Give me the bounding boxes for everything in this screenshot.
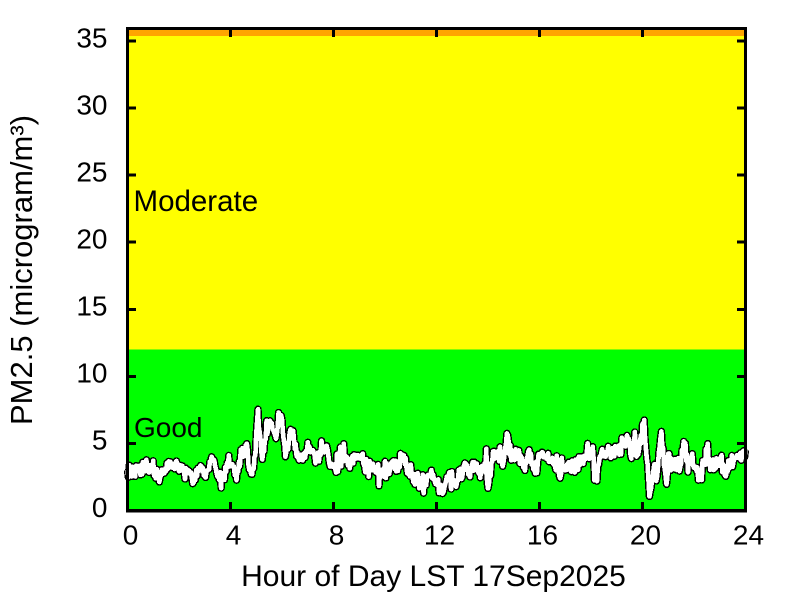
svg-text:16: 16 <box>527 520 558 551</box>
svg-text:PM2.5 (microgram/m³): PM2.5 (microgram/m³) <box>4 115 39 425</box>
svg-text:30: 30 <box>76 89 107 120</box>
svg-text:0: 0 <box>123 520 139 551</box>
svg-text:Good: Good <box>134 412 203 443</box>
svg-text:10: 10 <box>76 358 107 389</box>
svg-text:20: 20 <box>76 224 107 255</box>
svg-text:Hour of Day LST 17Sep2025: Hour of Day LST 17Sep2025 <box>241 560 626 593</box>
svg-text:4: 4 <box>226 520 242 551</box>
svg-text:35: 35 <box>76 22 107 53</box>
svg-text:5: 5 <box>92 425 108 456</box>
svg-text:12: 12 <box>424 520 455 551</box>
svg-text:15: 15 <box>76 291 107 322</box>
svg-text:8: 8 <box>329 520 345 551</box>
svg-text:Moderate: Moderate <box>134 185 259 218</box>
svg-text:20: 20 <box>630 520 661 551</box>
svg-text:0: 0 <box>92 492 108 523</box>
svg-text:24: 24 <box>733 520 764 551</box>
svg-text:25: 25 <box>76 157 107 188</box>
